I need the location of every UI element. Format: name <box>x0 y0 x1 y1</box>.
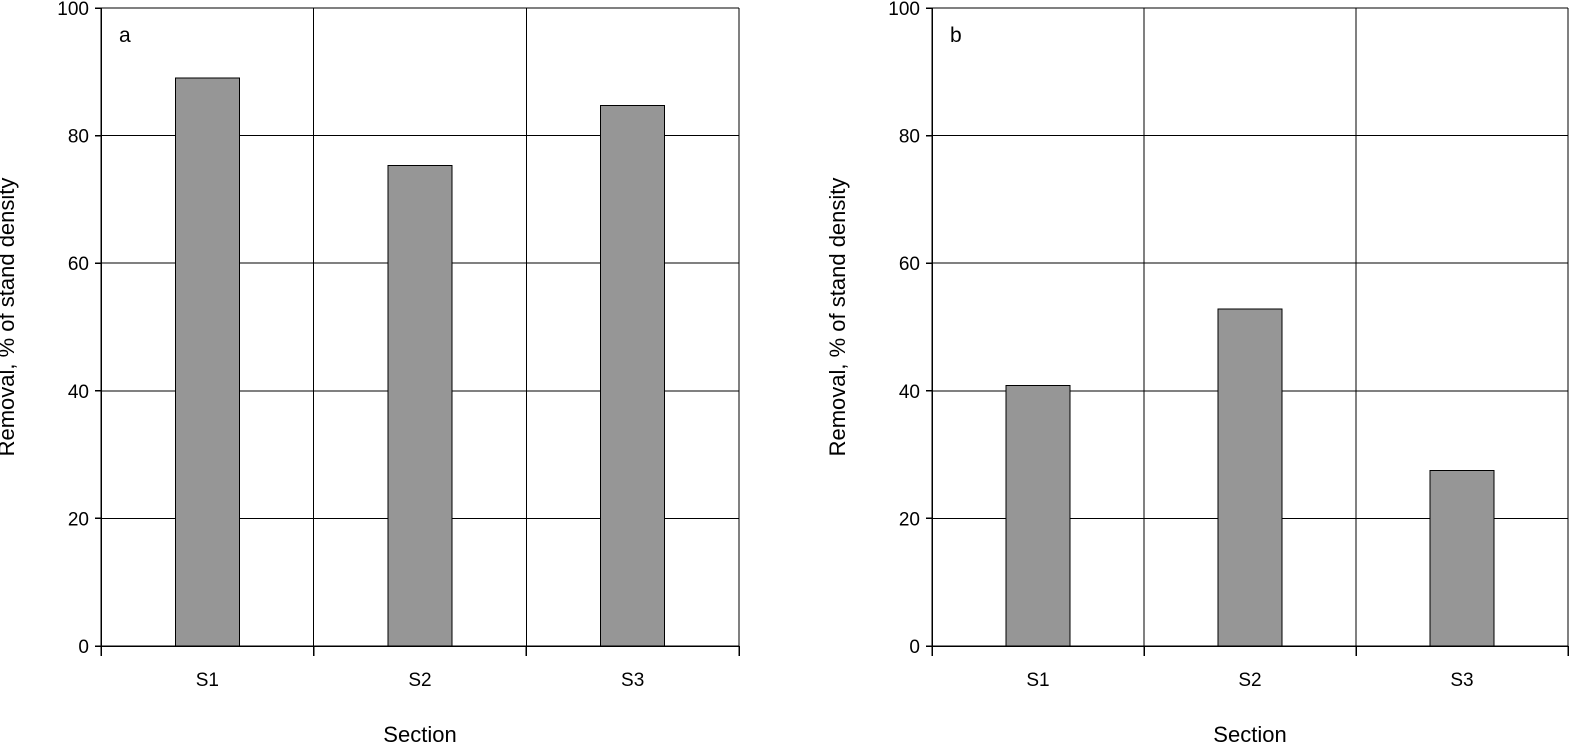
bar-s3 <box>1429 470 1495 647</box>
bar-s3 <box>600 105 666 647</box>
x-tick-label: S2 <box>408 670 431 691</box>
bar-s2 <box>1217 308 1283 647</box>
chart-panel-a: 0 20 40 60 80 100 S1 S2 S3 a Section Removal, % of … <box>0 0 740 747</box>
x-tick-label: S2 <box>1238 670 1261 691</box>
x-axis-title: Section <box>383 722 456 747</box>
panel-label: a <box>119 24 131 47</box>
y-tick-label: 80 <box>68 127 89 148</box>
y-axis-title: Removal, % of stand density <box>0 178 19 457</box>
y-tick-label: 20 <box>68 509 89 530</box>
bar-s1 <box>1005 385 1071 647</box>
x-tick-label: S3 <box>1450 670 1473 691</box>
y-tick-label: 100 <box>888 0 920 20</box>
y-tick-label: 60 <box>899 254 920 275</box>
y-tick-label: 0 <box>78 637 89 658</box>
y-tick-label: 80 <box>899 127 920 148</box>
x-axis-title: Section <box>1213 722 1286 747</box>
x-tick-label: S1 <box>196 670 219 691</box>
x-tick-label: S3 <box>621 670 644 691</box>
panel-label: b <box>950 24 962 47</box>
chart-panel-b: 0 20 40 60 80 100 S1 S2 S3 b Section Removal, % of … <box>825 0 1569 747</box>
y-tick-label: 0 <box>909 637 920 658</box>
y-tick-label: 100 <box>57 0 89 20</box>
y-tick-label: 40 <box>68 382 89 403</box>
y-tick-label: 40 <box>899 382 920 403</box>
bar-s1 <box>174 77 240 647</box>
y-axis-title: Removal, % of stand density <box>825 178 850 457</box>
y-tick-label: 20 <box>899 509 920 530</box>
y-tick-label: 60 <box>68 254 89 275</box>
bar-s2 <box>387 165 453 647</box>
x-tick-label: S1 <box>1026 670 1049 691</box>
